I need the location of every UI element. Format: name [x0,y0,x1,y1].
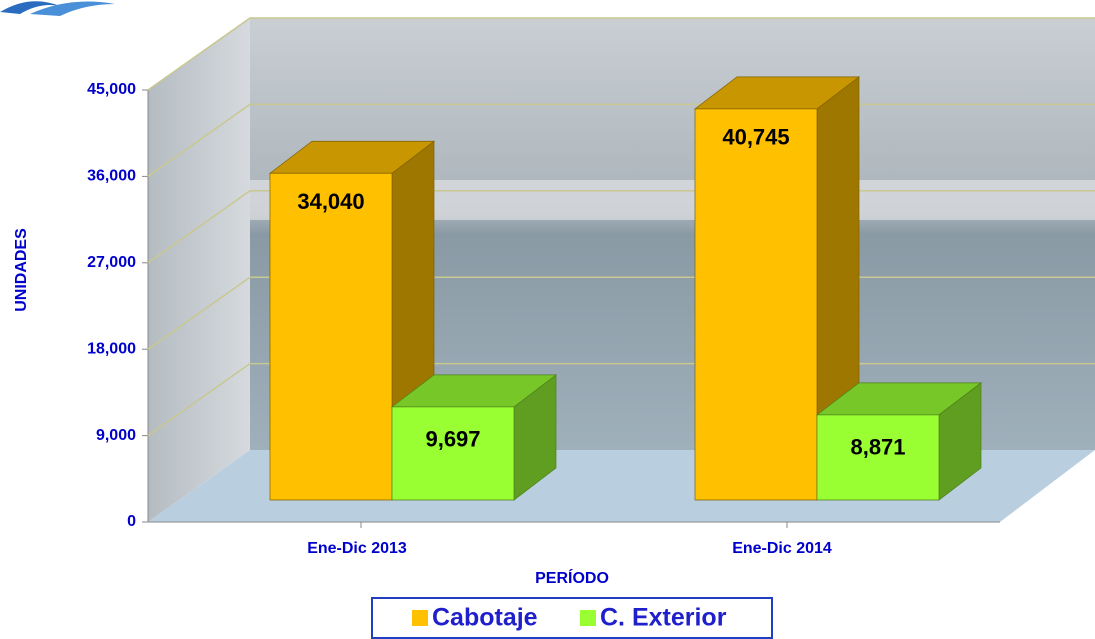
legend [371,597,773,639]
bar-front [816,414,940,501]
y-axis-title: UNIDADES [13,228,30,312]
bar-front [391,406,515,501]
value-label: 8,871 [850,435,905,460]
legend-swatch [412,610,428,626]
x-tick-label: Ene-Dic 2013 [307,540,407,557]
y-tick-label: 45,000 [87,81,136,98]
value-label: 40,745 [722,125,789,150]
y-tick-label: 27,000 [87,254,136,271]
legend-swatch [580,610,596,626]
value-label: 9,697 [425,427,480,452]
bar-front [694,108,818,501]
grid-line [147,17,1095,91]
side-wall [148,18,250,522]
value-label: 34,040 [297,189,364,214]
legend-label: C. Exterior [600,604,727,632]
bar [390,374,558,501]
y-tick-label: 0 [127,513,136,530]
x-tick-label: Ene-Dic 2014 [732,540,832,557]
x-axis-title: PERÍODO [535,568,609,587]
y-tick-label: 9,000 [96,427,136,444]
logo [0,1,115,16]
y-tick-label: 18,000 [87,340,136,357]
y-tick-label: 36,000 [87,168,136,185]
legend-label: Cabotaje [432,604,538,632]
bar [815,382,983,501]
bar-front [269,172,393,501]
